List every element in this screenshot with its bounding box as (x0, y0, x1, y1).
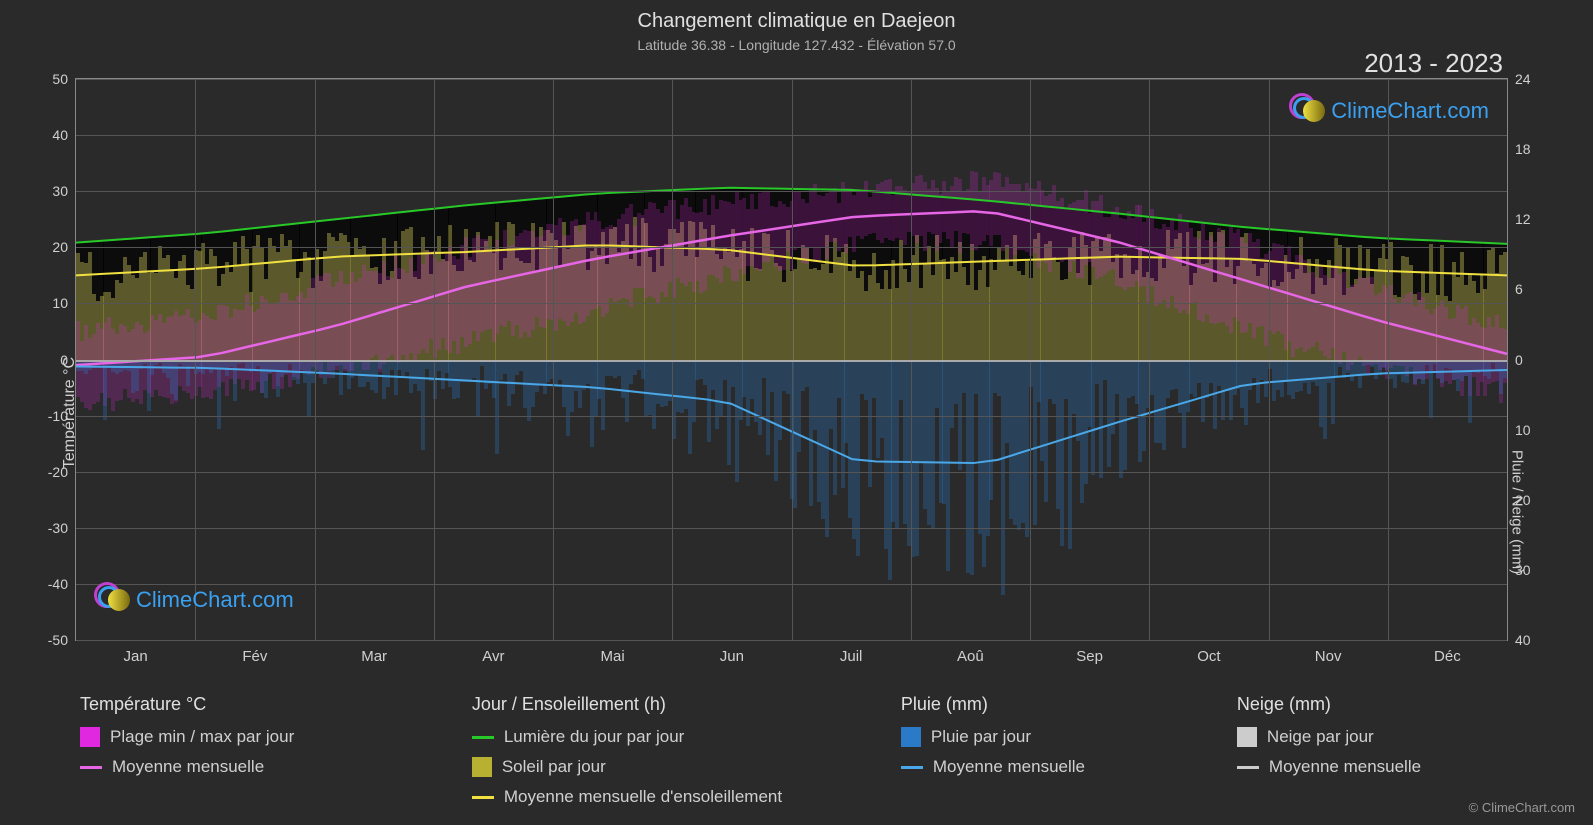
legend-swatch (472, 757, 492, 777)
y-left-tick: -20 (48, 464, 76, 480)
climate-chart: Changement climatique en Daejeon Latitud… (0, 0, 1593, 825)
legend-label: Neige par jour (1267, 727, 1374, 747)
legend-group: Température °C Plage min / max par jour Mo… (80, 694, 452, 807)
legend-item: Moyenne mensuelle (80, 757, 452, 777)
legend-label: Plage min / max par jour (110, 727, 294, 747)
legend-header: Neige (mm) (1237, 694, 1553, 715)
y-left-tick: 40 (52, 127, 76, 143)
legend-swatch (80, 766, 102, 769)
y-right-top-tick: 0 (1507, 352, 1523, 368)
x-month-label: Oct (1197, 640, 1220, 665)
y-right-bottom-axis-title: Pluie / Neige (mm) (1508, 449, 1525, 573)
legend-item: Plage min / max par jour (80, 727, 452, 747)
y-right-top-tick: 6 (1507, 281, 1523, 297)
x-month-label: Juil (840, 640, 863, 665)
x-month-label: Fév (242, 640, 267, 665)
legend-label: Moyenne mensuelle d'ensoleillement (504, 787, 782, 807)
chart-title: Changement climatique en Daejeon (0, 0, 1593, 33)
logo-text: ClimeChart.com (1331, 98, 1489, 124)
x-month-label: Déc (1434, 640, 1461, 665)
chart-subtitle: Latitude 36.38 - Longitude 127.432 - Élé… (0, 33, 1593, 53)
legend-label: Pluie par jour (931, 727, 1031, 747)
y-left-tick: -40 (48, 576, 76, 592)
legend-label: Moyenne mensuelle (112, 757, 264, 777)
legend-item: Moyenne mensuelle d'ensoleillement (472, 787, 881, 807)
year-range: 2013 - 2023 (1364, 48, 1503, 79)
y-right-bottom-tick: 30 (1507, 562, 1531, 578)
y-left-tick: 50 (52, 71, 76, 87)
y-left-tick: 10 (52, 295, 76, 311)
legend-swatch (1237, 727, 1257, 747)
y-right-top-tick: 24 (1507, 71, 1531, 87)
y-right-bottom-tick: 40 (1507, 632, 1531, 648)
x-month-label: Nov (1315, 640, 1342, 665)
logo-icon (1289, 93, 1325, 129)
y-left-tick: -10 (48, 408, 76, 424)
y-left-tick: -50 (48, 632, 76, 648)
legend-swatch (80, 727, 100, 747)
legend-label: Soleil par jour (502, 757, 606, 777)
logo-sun-icon (108, 589, 130, 611)
legend-swatch (472, 736, 494, 739)
legend-group: Pluie (mm) Pluie par jour Moyenne mensuell… (901, 694, 1217, 807)
x-month-label: Avr (482, 640, 504, 665)
watermark-logo-top: ClimeChart.com (1289, 93, 1489, 129)
x-month-label: Sep (1076, 640, 1103, 665)
legend-swatch (472, 796, 494, 799)
y-right-top-tick: 18 (1507, 141, 1531, 157)
legend-group: Neige (mm) Neige par jour Moyenne mensuell… (1237, 694, 1553, 807)
legend-header: Jour / Ensoleillement (h) (472, 694, 881, 715)
copyright: © ClimeChart.com (1469, 800, 1575, 815)
y-left-tick: 0 (60, 352, 76, 368)
y-right-top-tick: 12 (1507, 211, 1531, 227)
y-left-tick: 20 (52, 239, 76, 255)
y-right-bottom-tick: 10 (1507, 422, 1531, 438)
x-month-label: Aoû (957, 640, 984, 665)
y-right-bottom-tick: 20 (1507, 492, 1531, 508)
legend-label: Moyenne mensuelle (1269, 757, 1421, 777)
legend-header: Pluie (mm) (901, 694, 1217, 715)
legend-swatch (1237, 766, 1259, 769)
watermark-logo-bottom: ClimeChart.com (94, 582, 294, 618)
legend-item: Moyenne mensuelle (901, 757, 1217, 777)
legend-item: Neige par jour (1237, 727, 1553, 747)
plot-area: ClimeChart.com ClimeChart.com -50-40-30-… (75, 78, 1508, 641)
legend: Température °C Plage min / max par jour Mo… (80, 694, 1553, 807)
legend-swatch (901, 727, 921, 747)
legend-label: Lumière du jour par jour (504, 727, 684, 747)
y-left-tick: 30 (52, 183, 76, 199)
legend-header: Température °C (80, 694, 452, 715)
x-month-label: Jan (124, 640, 148, 665)
x-month-label: Jun (720, 640, 744, 665)
legend-swatch (901, 766, 923, 769)
logo-sun-icon (1303, 100, 1325, 122)
legend-item: Pluie par jour (901, 727, 1217, 747)
logo-text: ClimeChart.com (136, 587, 294, 613)
logo-icon (94, 582, 130, 618)
legend-item: Soleil par jour (472, 757, 881, 777)
legend-group: Jour / Ensoleillement (h) Lumière du jour… (472, 694, 881, 807)
x-month-label: Mar (361, 640, 387, 665)
x-month-label: Mai (601, 640, 625, 665)
y-left-tick: -30 (48, 520, 76, 536)
legend-item: Lumière du jour par jour (472, 727, 881, 747)
legend-label: Moyenne mensuelle (933, 757, 1085, 777)
legend-item: Moyenne mensuelle (1237, 757, 1553, 777)
